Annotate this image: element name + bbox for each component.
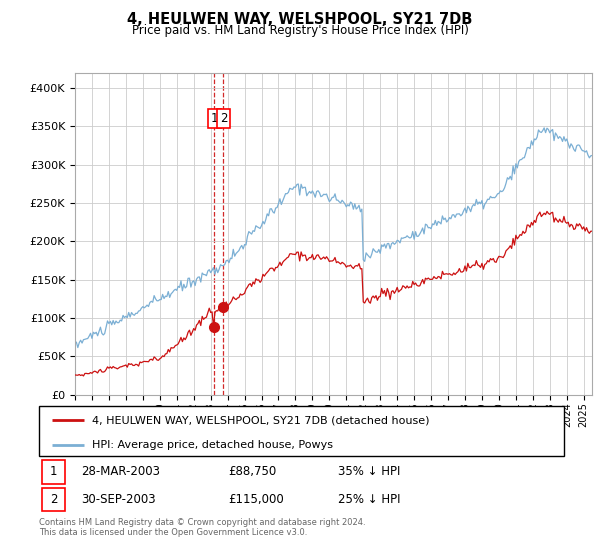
FancyBboxPatch shape — [41, 488, 65, 511]
Text: 4, HEULWEN WAY, WELSHPOOL, SY21 7DB: 4, HEULWEN WAY, WELSHPOOL, SY21 7DB — [127, 12, 473, 27]
Text: 28-MAR-2003: 28-MAR-2003 — [81, 465, 160, 478]
Text: £88,750: £88,750 — [228, 465, 276, 478]
Text: Price paid vs. HM Land Registry's House Price Index (HPI): Price paid vs. HM Land Registry's House … — [131, 24, 469, 36]
Text: 35% ↓ HPI: 35% ↓ HPI — [338, 465, 401, 478]
Text: Contains HM Land Registry data © Crown copyright and database right 2024.: Contains HM Land Registry data © Crown c… — [39, 518, 365, 527]
Text: 30-SEP-2003: 30-SEP-2003 — [81, 493, 155, 506]
Text: £115,000: £115,000 — [228, 493, 284, 506]
Text: 2: 2 — [50, 493, 57, 506]
FancyBboxPatch shape — [41, 460, 65, 484]
Text: 1: 1 — [211, 113, 218, 125]
Text: 1: 1 — [50, 465, 57, 478]
Text: HPI: Average price, detached house, Powys: HPI: Average price, detached house, Powy… — [91, 440, 332, 450]
Text: 25% ↓ HPI: 25% ↓ HPI — [338, 493, 401, 506]
Text: This data is licensed under the Open Government Licence v3.0.: This data is licensed under the Open Gov… — [39, 528, 307, 537]
FancyBboxPatch shape — [39, 406, 564, 456]
Text: 2: 2 — [220, 113, 227, 125]
Text: 4, HEULWEN WAY, WELSHPOOL, SY21 7DB (detached house): 4, HEULWEN WAY, WELSHPOOL, SY21 7DB (det… — [91, 415, 429, 425]
